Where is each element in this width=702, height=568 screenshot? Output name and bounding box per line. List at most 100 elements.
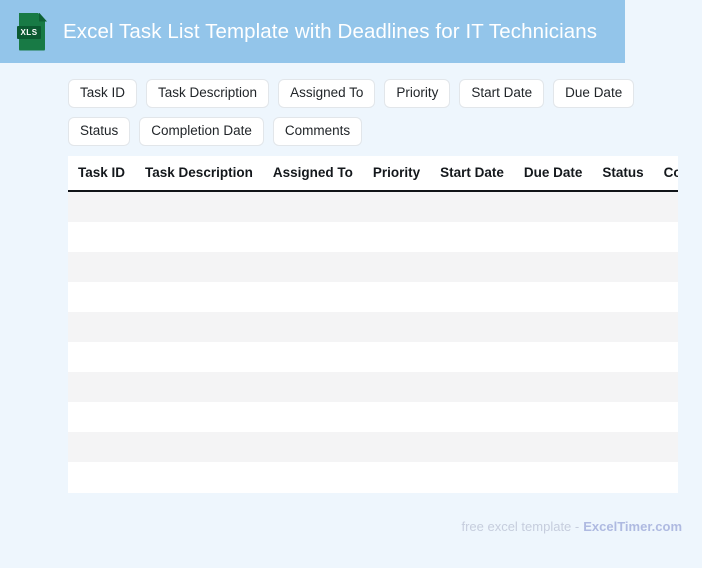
table-cell[interactable] xyxy=(362,252,431,282)
table-cell[interactable] xyxy=(592,402,654,432)
table-cell[interactable] xyxy=(653,402,678,432)
table-row[interactable] xyxy=(68,372,678,402)
table-cell[interactable] xyxy=(135,372,263,402)
table-row[interactable] xyxy=(68,402,678,432)
column-header-completion-date[interactable]: Completion Date xyxy=(653,156,678,192)
table-cell[interactable] xyxy=(513,282,593,312)
table-cell[interactable] xyxy=(362,191,431,222)
table-cell[interactable] xyxy=(262,432,363,462)
chip-task-description[interactable]: Task Description xyxy=(146,79,270,108)
table-cell[interactable] xyxy=(262,222,363,252)
table-cell[interactable] xyxy=(68,432,136,462)
table-cell[interactable] xyxy=(68,222,136,252)
table-cell[interactable] xyxy=(135,191,263,222)
chip-start-date[interactable]: Start Date xyxy=(459,79,545,108)
table-cell[interactable] xyxy=(513,402,593,432)
table-cell[interactable] xyxy=(68,252,136,282)
table-cell[interactable] xyxy=(362,222,431,252)
table-cell[interactable] xyxy=(513,342,593,372)
footer-brand-link[interactable]: ExcelTimer.com xyxy=(583,519,682,534)
chip-status[interactable]: Status xyxy=(68,117,131,146)
table-cell[interactable] xyxy=(68,462,136,492)
table-cell[interactable] xyxy=(362,432,431,462)
table-row[interactable] xyxy=(68,312,678,342)
table-cell[interactable] xyxy=(262,372,363,402)
table-cell[interactable] xyxy=(653,432,678,462)
table-cell[interactable] xyxy=(653,342,678,372)
table-cell[interactable] xyxy=(430,282,514,312)
table-cell[interactable] xyxy=(653,372,678,402)
table-cell[interactable] xyxy=(430,312,514,342)
table-cell[interactable] xyxy=(592,312,654,342)
table-cell[interactable] xyxy=(362,342,431,372)
table-cell[interactable] xyxy=(430,402,514,432)
table-cell[interactable] xyxy=(592,252,654,282)
table-cell[interactable] xyxy=(513,462,593,492)
table-cell[interactable] xyxy=(68,402,136,432)
chip-due-date[interactable]: Due Date xyxy=(553,79,635,108)
table-cell[interactable] xyxy=(430,222,514,252)
table-row[interactable] xyxy=(68,282,678,312)
table-cell[interactable] xyxy=(513,191,593,222)
table-cell[interactable] xyxy=(653,312,678,342)
table-cell[interactable] xyxy=(68,312,136,342)
column-header-priority[interactable]: Priority xyxy=(362,156,431,192)
table-cell[interactable] xyxy=(430,372,514,402)
chip-completion-date[interactable]: Completion Date xyxy=(139,117,264,146)
table-cell[interactable] xyxy=(362,312,431,342)
table-cell[interactable] xyxy=(430,191,514,222)
chip-assigned-to[interactable]: Assigned To xyxy=(278,79,376,108)
table-cell[interactable] xyxy=(262,462,363,492)
column-header-task-id[interactable]: Task ID xyxy=(68,156,136,192)
table-cell[interactable] xyxy=(430,432,514,462)
table-cell[interactable] xyxy=(262,282,363,312)
table-cell[interactable] xyxy=(362,462,431,492)
column-header-task-description[interactable]: Task Description xyxy=(135,156,263,192)
table-cell[interactable] xyxy=(68,342,136,372)
table-cell[interactable] xyxy=(362,282,431,312)
column-header-status[interactable]: Status xyxy=(592,156,654,192)
table-cell[interactable] xyxy=(262,342,363,372)
table-cell[interactable] xyxy=(262,402,363,432)
table-cell[interactable] xyxy=(135,462,263,492)
table-cell[interactable] xyxy=(362,402,431,432)
table-cell[interactable] xyxy=(592,342,654,372)
table-cell[interactable] xyxy=(68,282,136,312)
table-row[interactable] xyxy=(68,252,678,282)
table-cell[interactable] xyxy=(592,372,654,402)
table-cell[interactable] xyxy=(135,402,263,432)
table-cell[interactable] xyxy=(513,252,593,282)
table-cell[interactable] xyxy=(135,312,263,342)
table-cell[interactable] xyxy=(135,252,263,282)
table-cell[interactable] xyxy=(68,191,136,222)
table-cell[interactable] xyxy=(653,222,678,252)
table-row[interactable] xyxy=(68,222,678,252)
table-row[interactable] xyxy=(68,191,678,222)
table-cell[interactable] xyxy=(68,372,136,402)
chip-priority[interactable]: Priority xyxy=(384,79,451,108)
table-cell[interactable] xyxy=(592,222,654,252)
table-row[interactable] xyxy=(68,432,678,462)
table-cell[interactable] xyxy=(592,191,654,222)
table-row[interactable] xyxy=(68,342,678,372)
chip-task-id[interactable]: Task ID xyxy=(68,79,138,108)
column-header-due-date[interactable]: Due Date xyxy=(513,156,593,192)
table-cell[interactable] xyxy=(135,282,263,312)
table-cell[interactable] xyxy=(430,462,514,492)
table-cell[interactable] xyxy=(653,282,678,312)
table-cell[interactable] xyxy=(513,222,593,252)
table-cell[interactable] xyxy=(262,312,363,342)
column-header-assigned-to[interactable]: Assigned To xyxy=(262,156,363,192)
table-cell[interactable] xyxy=(513,372,593,402)
table-cell[interactable] xyxy=(262,191,363,222)
table-row[interactable] xyxy=(68,462,678,492)
chip-comments[interactable]: Comments xyxy=(272,117,363,146)
table-cell[interactable] xyxy=(262,252,363,282)
table-cell[interactable] xyxy=(430,252,514,282)
table-cell[interactable] xyxy=(513,432,593,462)
table-cell[interactable] xyxy=(362,372,431,402)
table-cell[interactable] xyxy=(653,252,678,282)
table-cell[interactable] xyxy=(592,432,654,462)
table-cell[interactable] xyxy=(135,432,263,462)
table-cell[interactable] xyxy=(135,222,263,252)
